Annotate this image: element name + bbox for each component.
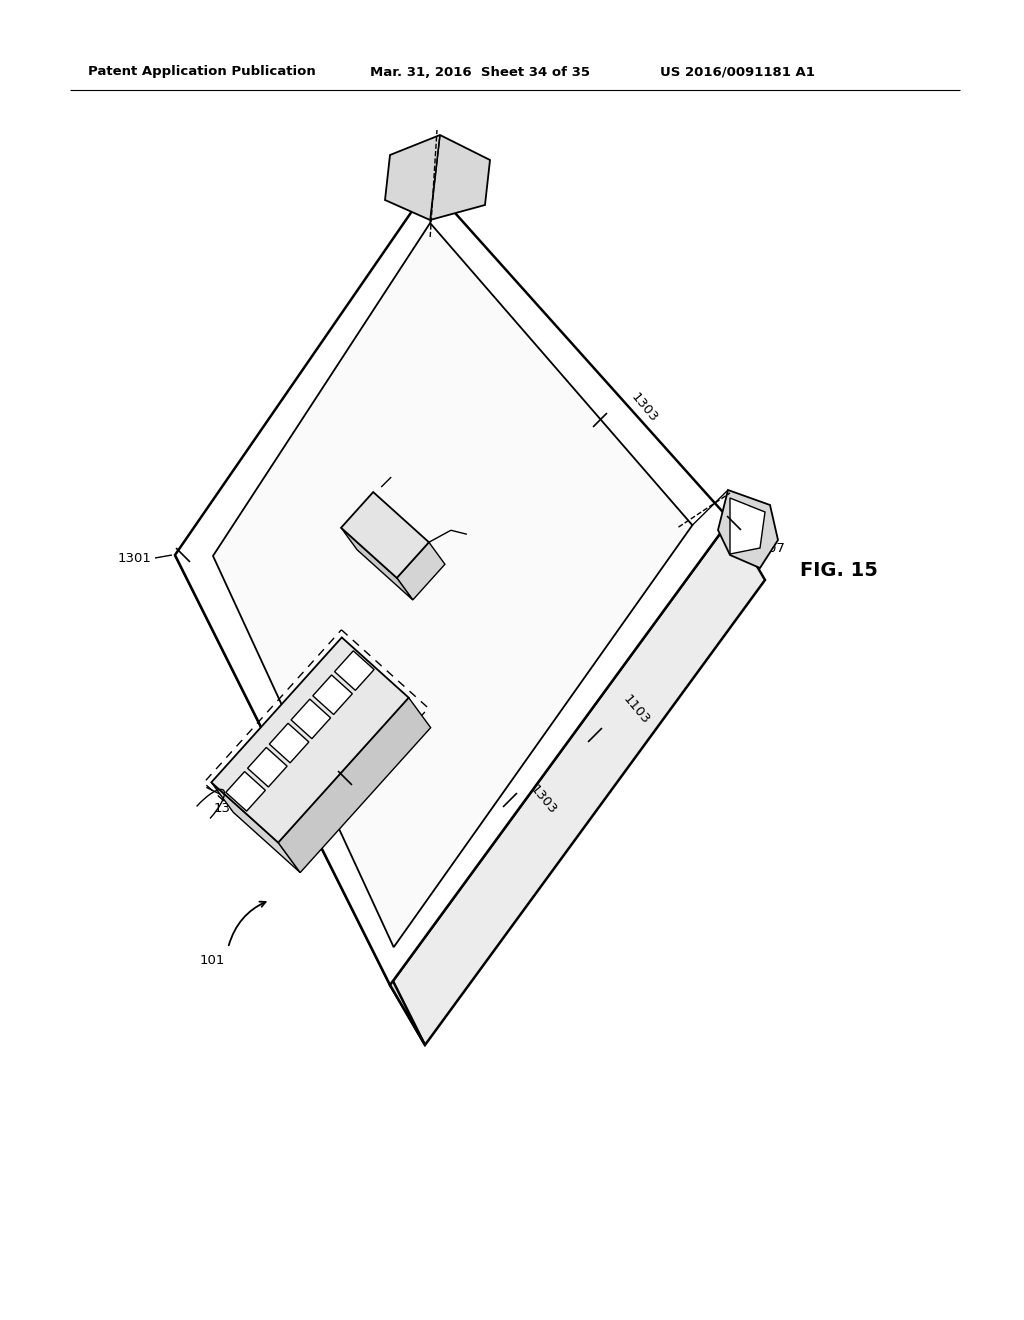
Text: 1305: 1305	[345, 738, 377, 772]
Polygon shape	[312, 675, 352, 714]
Polygon shape	[718, 490, 778, 568]
Text: Mar. 31, 2016  Sheet 34 of 35: Mar. 31, 2016 Sheet 34 of 35	[370, 66, 590, 78]
Text: US 2016/0091181 A1: US 2016/0091181 A1	[660, 66, 815, 78]
Polygon shape	[385, 135, 490, 220]
Polygon shape	[226, 772, 265, 810]
Polygon shape	[175, 554, 425, 1045]
Polygon shape	[269, 723, 309, 763]
Polygon shape	[397, 543, 444, 599]
Polygon shape	[341, 528, 413, 599]
Polygon shape	[175, 185, 730, 985]
Text: 1303: 1303	[628, 391, 659, 425]
Polygon shape	[213, 223, 692, 948]
Text: 1307: 1307	[271, 503, 305, 516]
Polygon shape	[279, 698, 431, 873]
Text: 101: 101	[200, 953, 225, 966]
Polygon shape	[730, 498, 765, 554]
Text: 1303: 1303	[527, 783, 559, 817]
Polygon shape	[291, 700, 331, 739]
Text: 1107: 1107	[752, 541, 785, 554]
Text: 1301: 1301	[118, 552, 152, 565]
Polygon shape	[341, 492, 429, 578]
Text: 1103: 1103	[620, 693, 651, 727]
Polygon shape	[211, 783, 300, 873]
Polygon shape	[335, 651, 374, 690]
Polygon shape	[248, 747, 287, 787]
Text: FIG. 15: FIG. 15	[800, 561, 878, 579]
Polygon shape	[211, 638, 409, 842]
Polygon shape	[390, 520, 765, 1045]
Text: 1309: 1309	[213, 801, 247, 814]
Text: Patent Application Publication: Patent Application Publication	[88, 66, 315, 78]
